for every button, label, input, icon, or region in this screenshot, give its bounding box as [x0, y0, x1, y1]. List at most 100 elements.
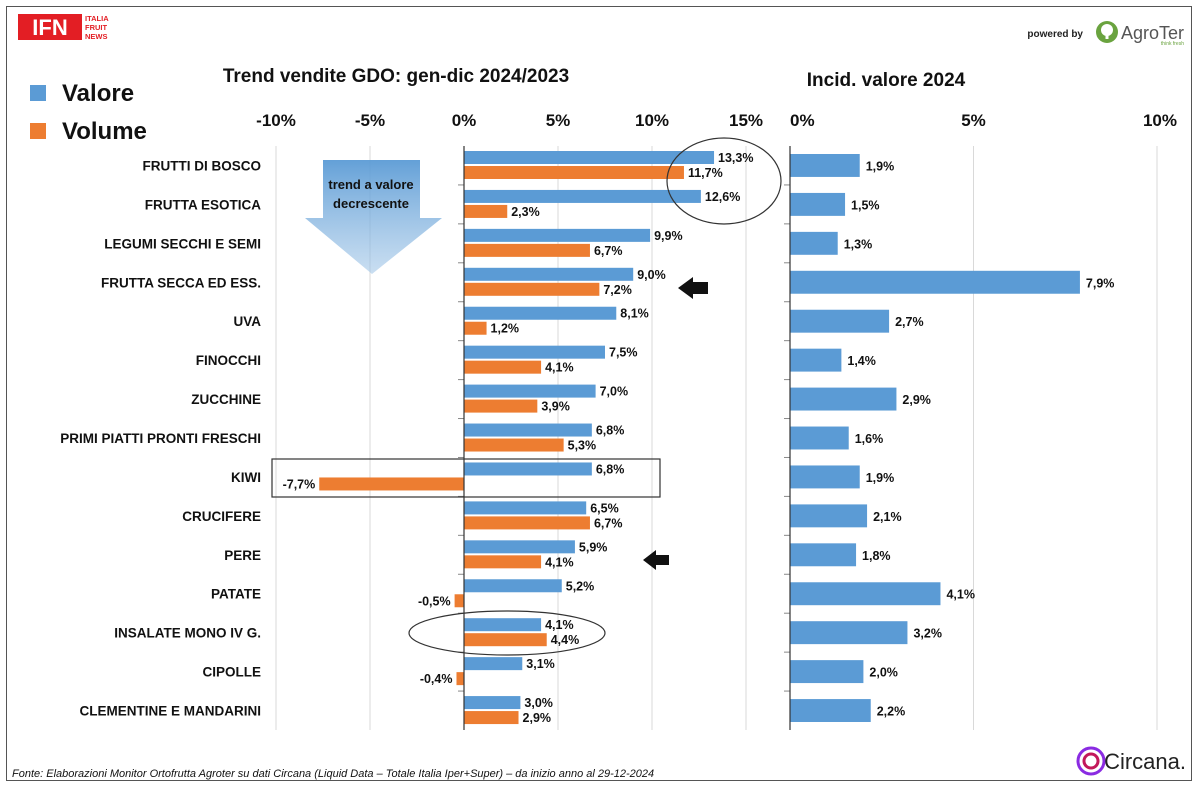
share-label-primi-piatti-pronti-freschi: 1,6% [855, 432, 884, 446]
share-label-uva: 2,7% [895, 315, 924, 329]
bar-volume-frutti-di-bosco [464, 166, 684, 179]
bar-volume-legumi-secchi-e-semi [464, 243, 590, 257]
share-bar-clementine-e-mandarini [790, 699, 871, 722]
share-label-crucifere: 2,1% [873, 510, 902, 524]
legend-label-volume: Volume [62, 118, 147, 145]
bar-valore-frutta-esotica [464, 189, 701, 203]
data-label-valore-primi-piatti-pronti-freschi: 6,8% [596, 424, 625, 438]
category-label-frutta-esotica: FRUTTA ESOTICA [145, 197, 261, 212]
bar-valore-pere [464, 540, 575, 554]
bar-valore-primi-piatti-pronti-freschi [464, 423, 592, 437]
data-label-volume-zucchine: 3,9% [541, 400, 570, 414]
powered-by-text: powered by [1027, 29, 1083, 40]
left-chart-title: Trend vendite GDO: gen-dic 2024/2023 [223, 66, 569, 87]
bar-valore-insalate-mono-iv-g [464, 618, 542, 632]
category-label-crucifere: CRUCIFERE [182, 509, 261, 524]
agroter-tagline: think fresh [1161, 41, 1184, 47]
bar-volume-pere [464, 555, 542, 569]
bar-volume-kiwi [319, 477, 464, 491]
data-label-volume-frutta-secca-ed-ess: 7,2% [603, 283, 632, 297]
circana-logo: Circana. [1076, 746, 1186, 776]
bar-volume-patate [454, 594, 464, 608]
data-label-valore-clementine-e-mandarini: 3,0% [524, 696, 553, 710]
data-label-volume-legumi-secchi-e-semi: 6,7% [594, 244, 623, 258]
category-label-legumi-secchi-e-semi: LEGUMI SECCHI E SEMI [104, 236, 261, 251]
category-label-zucchine: ZUCCHINE [191, 392, 261, 407]
data-label-valore-uva: 8,1% [620, 307, 649, 321]
data-label-volume-pere: 4,1% [545, 555, 574, 569]
agroter-name: AgroTer [1121, 23, 1184, 43]
bar-valore-patate [464, 579, 562, 593]
share-bar-frutti-di-bosco [790, 154, 860, 177]
bar-valore-crucifere [464, 501, 587, 515]
x-tick-label-right-1: 5% [961, 111, 986, 130]
bar-valore-uva [464, 306, 617, 320]
data-label-volume-insalate-mono-iv-g: 4,4% [551, 633, 580, 647]
arrow-text-line1: trend a valore [328, 177, 413, 192]
share-label-legumi-secchi-e-semi: 1,3% [844, 237, 873, 251]
source-footnote: Fonte: Elaborazioni Monitor Ortofrutta A… [12, 768, 654, 780]
bar-volume-uva [464, 321, 487, 335]
share-label-cipolle: 2,0% [869, 666, 898, 680]
x-tick-label-left-3: 5% [546, 111, 571, 130]
category-label-clementine-e-mandarini: CLEMENTINE E MANDARINI [80, 704, 262, 719]
data-label-volume-frutti-di-bosco: 11,7% [688, 166, 723, 180]
bar-volume-frutta-secca-ed-ess [464, 282, 600, 296]
x-tick-label-left-5: 15% [729, 111, 763, 130]
category-label-cipolle: CIPOLLE [202, 665, 261, 680]
data-label-valore-frutta-esotica: 12,6% [705, 190, 740, 204]
category-label-frutti-di-bosco: FRUTTI DI BOSCO [143, 158, 262, 173]
data-label-valore-pere: 5,9% [579, 540, 608, 554]
data-label-valore-frutta-secca-ed-ess: 9,0% [637, 268, 666, 282]
category-label-uva: UVA [233, 314, 261, 329]
highlight-ellipse-frutti-di-bosco [666, 137, 782, 225]
share-bar-finocchi [790, 348, 842, 372]
share-bar-insalate-mono-iv-g [790, 621, 908, 645]
x-tick-label-left-0: -10% [256, 111, 296, 130]
bar-volume-frutta-esotica [464, 204, 508, 218]
bar-volume-crucifere [464, 516, 590, 530]
legend-swatch-volume [30, 123, 46, 139]
share-bar-frutta-esotica [790, 192, 846, 216]
share-label-frutti-di-bosco: 1,9% [866, 159, 895, 173]
legend-swatch-valore [30, 85, 46, 101]
bar-valore-kiwi [464, 462, 592, 476]
share-label-frutta-esotica: 1,5% [851, 198, 880, 212]
category-label-frutta-secca-ed-ess: FRUTTA SECCA ED ESS. [101, 275, 261, 290]
right-chart-title: Incid. valore 2024 [807, 70, 966, 91]
data-label-valore-insalate-mono-iv-g: 4,1% [545, 618, 574, 632]
ifn-logo: IFN ITALIA FRUIT NEWS [18, 14, 109, 41]
share-bar-legumi-secchi-e-semi [790, 231, 838, 255]
share-chart-plot: 0% 5% 10% 1,9% 1,5% 1,3% 7,9% 2,7% 1,4% 2,9% 1,6% 1… [784, 111, 1177, 730]
share-label-insalate-mono-iv-g: 3,2% [913, 627, 942, 641]
bar-valore-cipolle [464, 657, 523, 671]
legend: Valore Volume [30, 80, 147, 145]
share-bar-cipolle [790, 660, 864, 684]
data-label-volume-cipolle: -0,4% [420, 672, 453, 686]
share-label-patate: 4,1% [946, 588, 975, 602]
share-bar-kiwi [790, 465, 860, 489]
bar-volume-cipolle [456, 672, 464, 686]
data-label-volume-kiwi: -7,7% [283, 477, 316, 491]
x-tick-label-right-0: 0% [790, 111, 815, 130]
bar-valore-frutta-secca-ed-ess [464, 267, 634, 281]
share-label-finocchi: 1,4% [847, 354, 876, 368]
ifn-sub-2: FRUIT [85, 23, 107, 32]
share-bar-frutta-secca-ed-ess [790, 270, 1080, 294]
category-label-patate: PATATE [211, 587, 261, 602]
data-label-valore-frutti-di-bosco: 13,3% [718, 151, 753, 165]
data-label-valore-cipolle: 3,1% [526, 657, 555, 671]
share-label-frutta-secca-ed-ess: 7,9% [1086, 276, 1115, 290]
highlight-box-kiwi [271, 458, 661, 498]
pointer-arrow-pere [643, 550, 669, 570]
data-label-volume-primi-piatti-pronti-freschi: 5,3% [568, 439, 597, 453]
data-label-volume-finocchi: 4,1% [545, 361, 574, 375]
bar-volume-clementine-e-mandarini [464, 711, 519, 725]
share-bar-zucchine [790, 387, 897, 411]
x-tick-label-right-2: 10% [1143, 111, 1177, 130]
x-tick-label-left-2: 0% [452, 111, 477, 130]
trend-chart-plot: -10% -5% 0% 5% 10% 15% FRUTTI DI BOSCO 13,3%11,… [60, 111, 763, 730]
bar-valore-finocchi [464, 345, 605, 359]
category-label-insalate-mono-iv-g: INSALATE MONO IV G. [114, 626, 261, 641]
